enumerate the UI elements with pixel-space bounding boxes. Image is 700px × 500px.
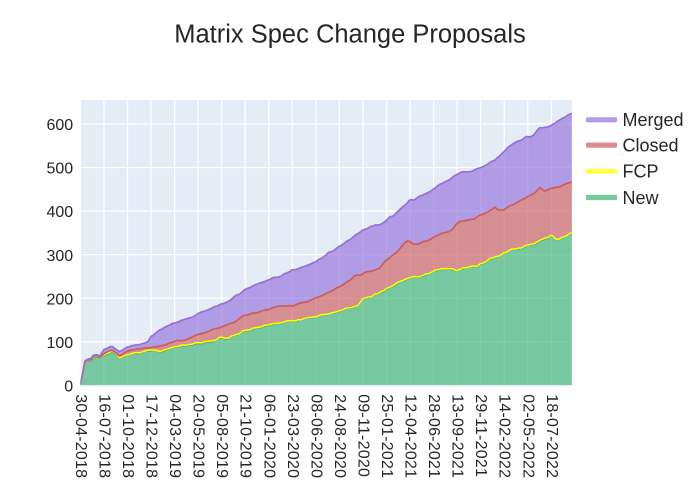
svg-text:05-08-2019: 05-08-2019 [213,394,230,478]
svg-text:16-07-2018: 16-07-2018 [95,394,112,478]
svg-text:0: 0 [64,379,73,396]
svg-text:24-08-2020: 24-08-2020 [331,394,348,478]
svg-text:300: 300 [46,248,73,265]
svg-text:06-01-2020: 06-01-2020 [260,394,277,478]
svg-text:200: 200 [46,291,73,308]
svg-text:Closed: Closed [623,135,679,155]
svg-text:FCP: FCP [623,162,659,182]
svg-text:09-11-2020: 09-11-2020 [354,394,371,477]
svg-text:20-05-2019: 20-05-2019 [190,394,207,478]
svg-text:28-06-2021: 28-06-2021 [425,394,442,478]
svg-text:18-07-2022: 18-07-2022 [543,394,560,478]
svg-text:Merged: Merged [623,110,684,130]
svg-text:17-12-2018: 17-12-2018 [143,394,160,478]
svg-text:13-09-2021: 13-09-2021 [449,394,466,478]
svg-text:600: 600 [46,117,73,134]
svg-text:01-10-2018: 01-10-2018 [119,394,136,478]
svg-text:02-05-2022: 02-05-2022 [519,394,536,478]
svg-text:12-04-2021: 12-04-2021 [402,394,419,478]
svg-text:14-02-2022: 14-02-2022 [496,394,513,478]
svg-text:08-06-2020: 08-06-2020 [307,394,324,478]
svg-text:25-01-2021: 25-01-2021 [378,394,395,478]
svg-text:400: 400 [46,204,73,221]
svg-text:29-11-2021: 29-11-2021 [472,394,489,477]
svg-text:21-10-2019: 21-10-2019 [237,394,254,478]
svg-text:New: New [623,188,660,208]
svg-text:04-03-2019: 04-03-2019 [166,394,183,478]
svg-text:30-04-2018: 30-04-2018 [72,394,89,478]
svg-text:500: 500 [46,161,73,178]
svg-text:Matrix Spec Change Proposals: Matrix Spec Change Proposals [174,21,526,49]
svg-text:23-03-2020: 23-03-2020 [284,394,301,478]
svg-text:100: 100 [46,335,73,352]
